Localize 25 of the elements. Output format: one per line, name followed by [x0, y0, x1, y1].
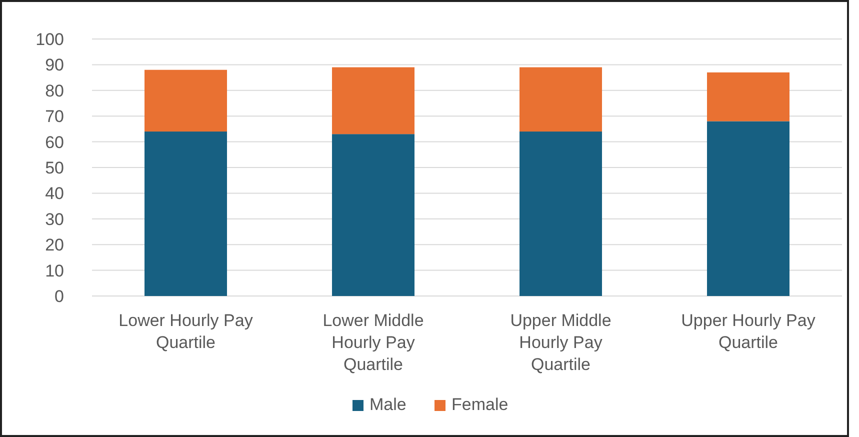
y-tick-label: 50 — [45, 158, 64, 178]
x-tick-label: Upper Hourly Pay Quartile — [681, 311, 816, 352]
bar — [332, 67, 414, 134]
y-tick-label: 80 — [45, 81, 64, 100]
y-tick-label: 70 — [45, 107, 64, 126]
bar — [332, 134, 414, 296]
bar — [707, 121, 790, 296]
x-tick-label: Lower Hourly Pay Quartile — [118, 311, 254, 352]
y-tick-label: 0 — [54, 286, 64, 306]
y-tick-label: 90 — [45, 56, 64, 75]
x-tick-label: Lower Middle Hourly Pay Quartile — [322, 311, 424, 374]
legend-label: Female — [452, 395, 508, 414]
y-tick-label: 60 — [45, 132, 64, 152]
bar — [520, 67, 602, 132]
bar — [144, 70, 227, 132]
x-tick-label: Upper Middle Hourly Pay Quartile — [510, 311, 612, 374]
y-tick-label: 20 — [45, 236, 64, 255]
y-tick-label: 100 — [36, 30, 64, 49]
bar — [707, 72, 790, 122]
legend-label: Male — [370, 395, 406, 414]
y-tick-label: 10 — [45, 261, 64, 280]
bar — [144, 132, 227, 296]
y-tick-label: 40 — [45, 184, 64, 204]
y-tick-label: 30 — [45, 210, 64, 229]
bar — [520, 132, 602, 296]
